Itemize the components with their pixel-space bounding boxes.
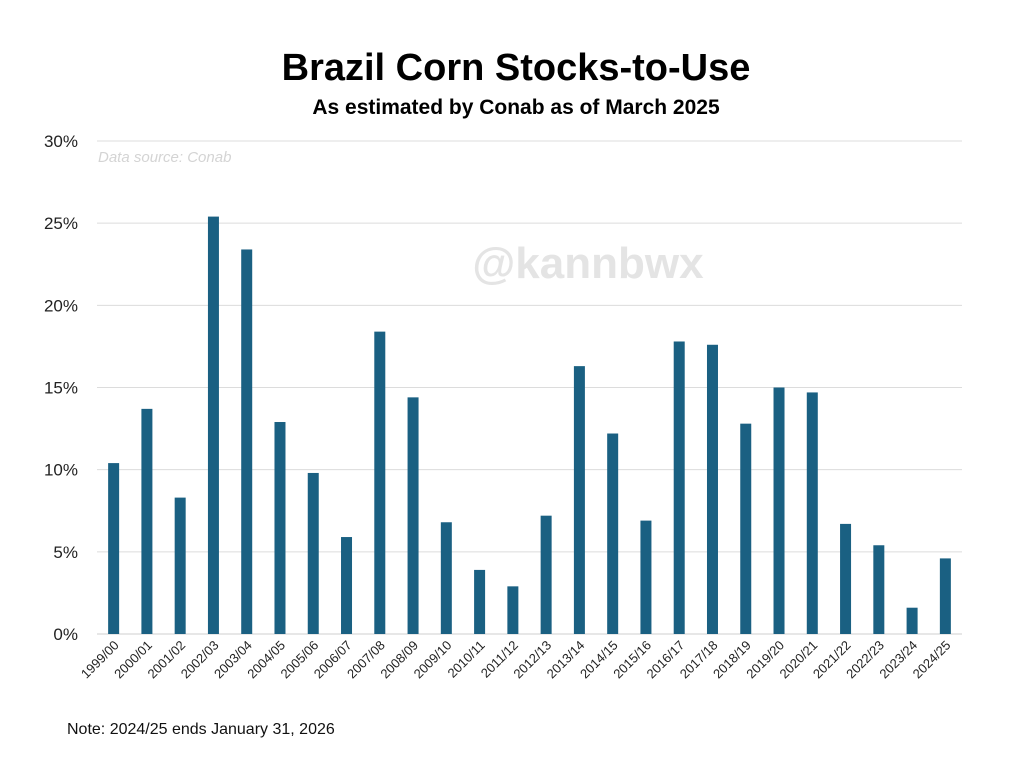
bar bbox=[307, 472, 319, 634]
watermark: @kannbwx bbox=[472, 239, 704, 288]
footnote: Note: 2024/25 ends January 31, 2026 bbox=[67, 721, 335, 738]
chart-subtitle: As estimated by Conab as of March 2025 bbox=[312, 96, 720, 119]
x-tick-label: 2024/25 bbox=[910, 638, 954, 682]
y-tick-label: 25% bbox=[44, 214, 78, 233]
bar bbox=[873, 545, 885, 634]
chart-title: Brazil Corn Stocks-to-Use bbox=[282, 47, 751, 89]
y-axis: 0% 5% 10% 15% 20% 25% 30% bbox=[44, 132, 78, 644]
bar bbox=[507, 586, 519, 634]
bar bbox=[174, 497, 186, 634]
y-tick-label: 0% bbox=[53, 625, 78, 644]
bar bbox=[673, 341, 685, 634]
y-tick-label: 10% bbox=[44, 461, 78, 480]
bar bbox=[706, 344, 718, 634]
bar bbox=[906, 607, 918, 634]
y-tick-label: 30% bbox=[44, 132, 78, 151]
x-axis: 1999/002000/012001/022002/032003/042004/… bbox=[78, 638, 954, 682]
bar bbox=[806, 392, 818, 634]
bar bbox=[540, 515, 552, 634]
bar bbox=[407, 397, 419, 634]
bar bbox=[440, 522, 452, 634]
y-tick-label: 20% bbox=[44, 296, 78, 315]
bar bbox=[474, 569, 486, 634]
data-source-label: Data source: Conab bbox=[98, 149, 231, 166]
bar bbox=[374, 331, 386, 634]
bar bbox=[573, 366, 585, 634]
bar bbox=[740, 423, 752, 634]
bar bbox=[241, 249, 253, 634]
bar bbox=[274, 422, 286, 634]
bar bbox=[341, 537, 353, 634]
gridlines bbox=[97, 140, 962, 635]
x-tick-label: 2009/10 bbox=[411, 638, 455, 682]
bar bbox=[840, 523, 852, 634]
y-tick-label: 5% bbox=[53, 543, 78, 562]
bar bbox=[141, 408, 153, 634]
bar bbox=[207, 216, 219, 635]
y-tick-label: 15% bbox=[44, 379, 78, 398]
bar bbox=[607, 433, 619, 634]
bars bbox=[108, 216, 951, 635]
bar bbox=[773, 387, 785, 634]
bar bbox=[108, 463, 120, 634]
bar bbox=[640, 520, 652, 634]
bar bbox=[939, 558, 951, 634]
